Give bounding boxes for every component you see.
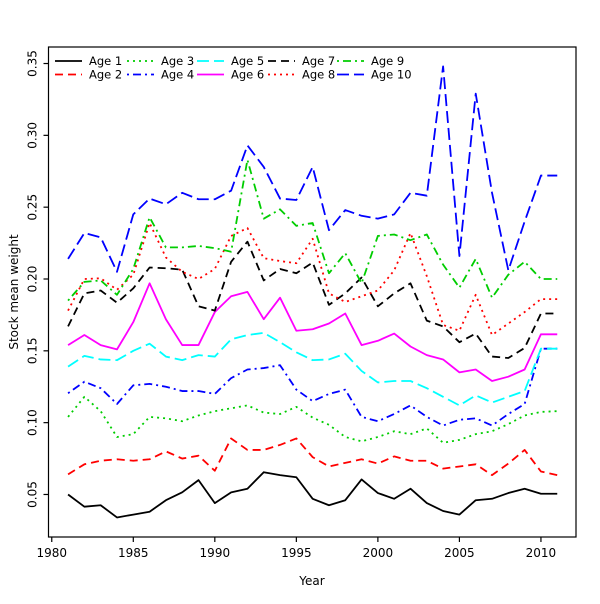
series-line-age-3 bbox=[67, 395, 558, 444]
legend-item-age-6: Age 6 bbox=[197, 68, 264, 82]
x-tick-label: 1980 bbox=[36, 546, 67, 560]
legend-label: Age 8 bbox=[302, 68, 335, 82]
series-line-age-2 bbox=[67, 437, 558, 476]
x-tick-label: 2010 bbox=[526, 546, 557, 560]
x-tick-label: 2005 bbox=[444, 546, 475, 560]
y-tick-label: 0.20 bbox=[26, 266, 40, 293]
legend-label: Age 3 bbox=[161, 54, 194, 68]
series-line-age-10 bbox=[67, 65, 558, 273]
series-line-age-4 bbox=[67, 347, 558, 427]
x-tick-label: 1995 bbox=[281, 546, 312, 560]
legend-item-age-3: Age 3 bbox=[127, 54, 194, 68]
y-tick-label: 0.35 bbox=[26, 50, 40, 77]
legend-item-age-9: Age 9 bbox=[337, 54, 404, 68]
x-tick-label: 2000 bbox=[363, 546, 394, 560]
series-line-age-8 bbox=[67, 222, 558, 336]
y-axis-title: Stock mean weight bbox=[7, 234, 21, 350]
plot-box bbox=[47, 46, 577, 538]
y-tick-label: 0.25 bbox=[26, 194, 40, 221]
y-tick-label: 0.30 bbox=[26, 122, 40, 149]
y-axis-ticks: 0.05 0.10 0.15 0.20 0.25 0.30 0.35 bbox=[26, 50, 49, 508]
legend-label: Age 9 bbox=[371, 54, 404, 68]
x-axis-title: Year bbox=[298, 574, 324, 588]
legend-label: Age 7 bbox=[302, 54, 335, 68]
legend-label: Age 10 bbox=[371, 68, 412, 82]
series-lines bbox=[67, 65, 558, 519]
legend-item-age-4: Age 4 bbox=[127, 68, 194, 82]
legend-label: Age 2 bbox=[89, 68, 122, 82]
y-tick-label: 0.05 bbox=[26, 481, 40, 508]
legend-item-age-2: Age 2 bbox=[55, 68, 122, 82]
legend-label: Age 5 bbox=[231, 54, 264, 68]
x-axis-ticks: 1980 1985 1990 1995 2000 2005 2010 bbox=[36, 537, 556, 560]
legend-item-age-1: Age 1 bbox=[55, 54, 122, 68]
x-tick-label: 1990 bbox=[200, 546, 231, 560]
y-tick-label: 0.10 bbox=[26, 409, 40, 436]
legend-item-age-8: Age 8 bbox=[268, 68, 335, 82]
legend-item-age-5: Age 5 bbox=[197, 54, 264, 68]
legend-label: Age 6 bbox=[231, 68, 264, 82]
legend-item-age-10: Age 10 bbox=[337, 68, 412, 82]
legend-label: Age 1 bbox=[89, 54, 122, 68]
series-line-age-7 bbox=[67, 240, 558, 359]
series-line-age-6 bbox=[67, 282, 558, 382]
series-line-age-5 bbox=[67, 331, 558, 407]
legend-label: Age 4 bbox=[161, 68, 194, 82]
x-tick-label: 1985 bbox=[118, 546, 149, 560]
y-tick-label: 0.15 bbox=[26, 337, 40, 364]
series-line-age-9 bbox=[67, 158, 558, 302]
series-line-age-1 bbox=[67, 471, 558, 519]
legend-item-age-7: Age 7 bbox=[268, 54, 335, 68]
